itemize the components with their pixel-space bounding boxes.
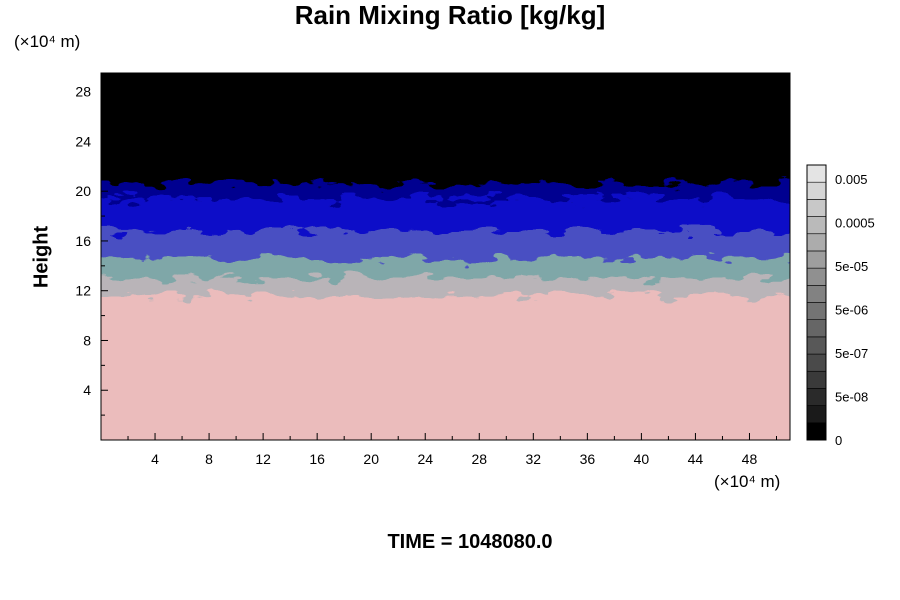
colorbar-swatch xyxy=(806,267,827,286)
x-tick-label: 36 xyxy=(580,451,596,467)
colorbar-swatch xyxy=(806,353,827,372)
colorbar-swatch xyxy=(806,164,827,183)
colorbar-label: 5e-07 xyxy=(835,346,868,361)
x-tick-label: 4 xyxy=(151,451,159,467)
colorbar-swatch xyxy=(806,388,827,406)
y-axis-unit: (×10⁴ m) xyxy=(14,32,81,51)
colorbar-swatch xyxy=(806,216,827,235)
colorbar-swatch xyxy=(806,319,827,338)
colorbar-label: 5e-05 xyxy=(835,259,868,274)
y-tick-label: 4 xyxy=(83,382,91,398)
chart-title: Rain Mixing Ratio [kg/kg] xyxy=(294,0,606,30)
colorbar: 0.005 0.0005 5e-05 5e-06 5e-07 5e-08 0 xyxy=(806,164,875,448)
heatmap-field xyxy=(101,73,790,440)
x-tick-label: 32 xyxy=(526,451,542,467)
colorbar-swatch xyxy=(806,405,827,424)
colorbar-label: 0.005 xyxy=(835,172,868,187)
colorbar-swatch xyxy=(806,336,827,355)
x-tick-label: 8 xyxy=(205,451,213,467)
x-tick-label: 40 xyxy=(634,451,650,467)
colorbar-label: 5e-06 xyxy=(835,303,868,318)
colorbar-frame xyxy=(806,164,827,441)
y-tick-label: 12 xyxy=(75,283,91,299)
y-tick-label: 24 xyxy=(75,133,91,149)
colorbar-swatch xyxy=(806,250,827,269)
plot-frame xyxy=(100,72,791,441)
x-tick-label: 16 xyxy=(309,451,325,467)
x-tick-label: 48 xyxy=(742,451,758,467)
x-axis-unit: (×10⁴ m) xyxy=(714,472,781,491)
x-tick-label: 20 xyxy=(363,451,379,467)
y-tick-label: 20 xyxy=(75,183,91,199)
x-tick-label: 12 xyxy=(255,451,271,467)
field-base xyxy=(101,313,790,440)
colorbar-swatch xyxy=(806,199,827,217)
colorbar-swatch xyxy=(806,285,827,303)
x-tick-label: 44 xyxy=(688,451,704,467)
y-tick-label: 16 xyxy=(75,233,91,249)
colorbar-swatch xyxy=(806,370,827,389)
x-tick-label: 24 xyxy=(417,451,433,467)
time-label: TIME = 1048080.0 xyxy=(387,531,553,553)
colorbar-swatch xyxy=(806,422,827,441)
y-tick-label: 8 xyxy=(83,332,91,348)
y-tick-label: 28 xyxy=(75,84,91,100)
colorbar-swatch xyxy=(806,181,827,200)
colorbar-swatch xyxy=(806,233,827,252)
colorbar-label: 0.0005 xyxy=(835,216,875,231)
colorbar-swatch xyxy=(806,302,827,320)
colorbar-label: 0 xyxy=(835,433,842,448)
colorbar-label: 5e-08 xyxy=(835,390,868,405)
x-tick-label: 28 xyxy=(471,451,487,467)
